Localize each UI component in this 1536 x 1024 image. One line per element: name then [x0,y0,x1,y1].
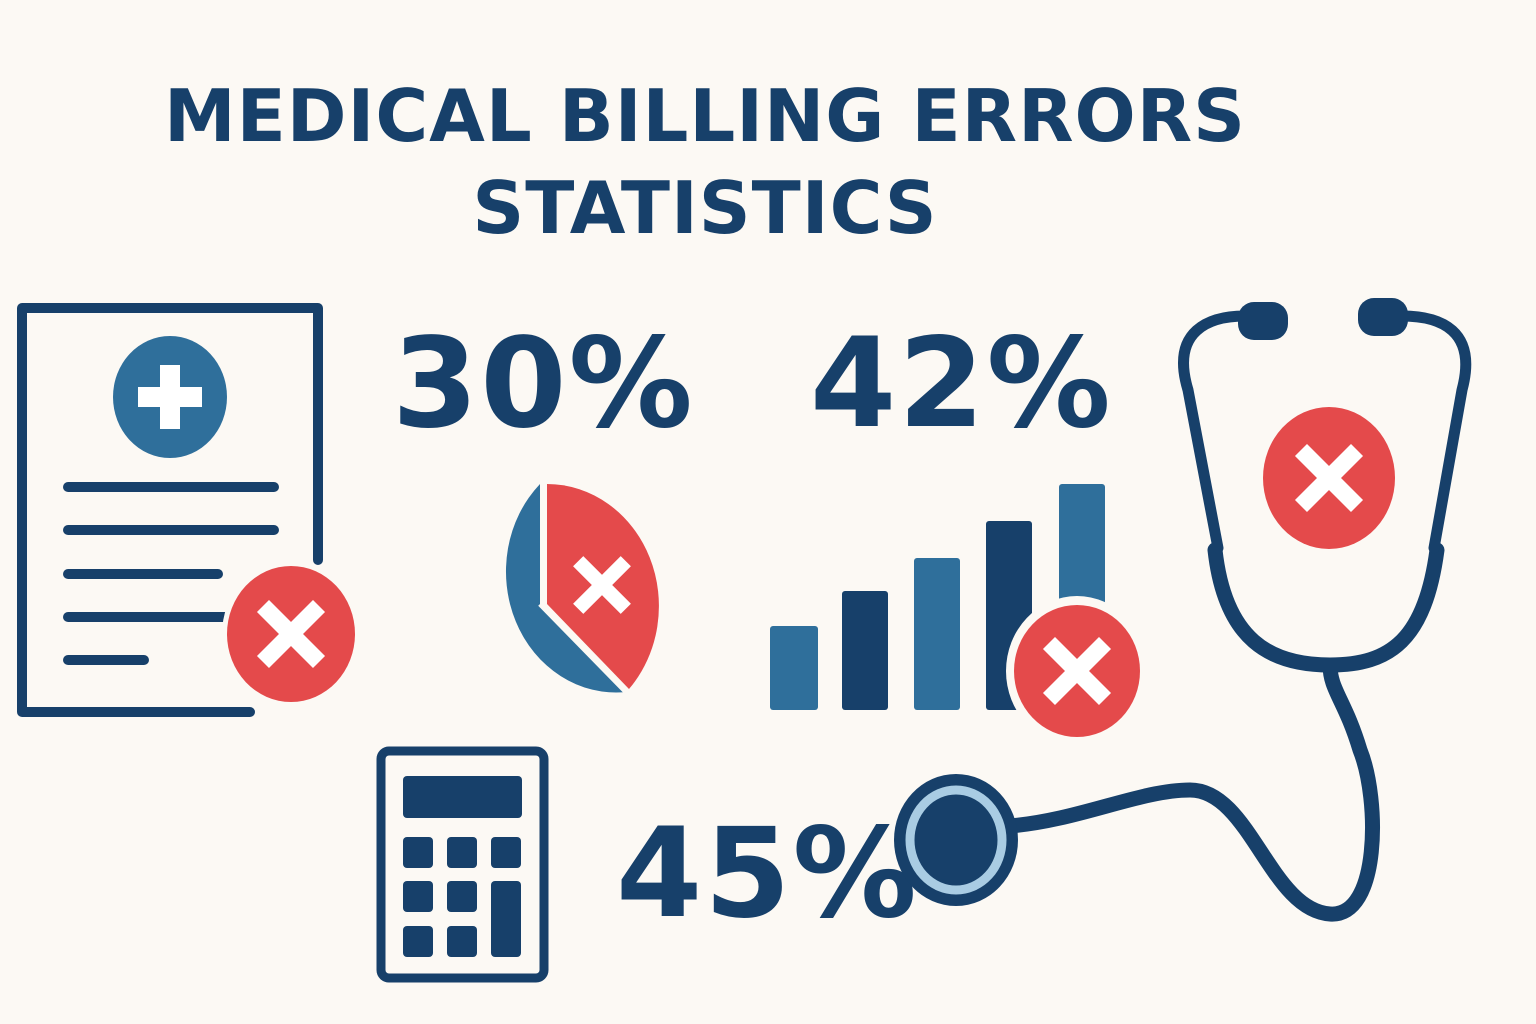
error-x-icon [1006,596,1148,746]
bar-1 [770,626,818,710]
title-line-1: MEDICAL BILLING ERRORS [163,74,1247,158]
medical-document-icon [17,303,323,717]
bar-3 [914,558,960,710]
bar-2 [842,591,888,710]
pie-chart-icon [505,484,659,694]
page-title: MEDICAL BILLING ERRORS STATISTICS [0,70,1410,254]
pie-slice-main [505,484,626,693]
stat-value-30: 30% [392,312,695,456]
stat-value-42: 42% [810,312,1113,456]
ear-tip-right [1358,298,1408,336]
error-x-icon [1263,407,1395,549]
document-lines [63,482,279,665]
stat-value-45: 45% [616,802,919,946]
title-line-2: STATISTICS [472,166,938,250]
error-x-icon [222,560,360,708]
calculator-icon [376,746,549,983]
ear-tip-left [1238,302,1288,340]
calculator-display [403,776,522,818]
stethoscope-icon [894,298,1472,922]
calculator-keys [403,837,521,957]
